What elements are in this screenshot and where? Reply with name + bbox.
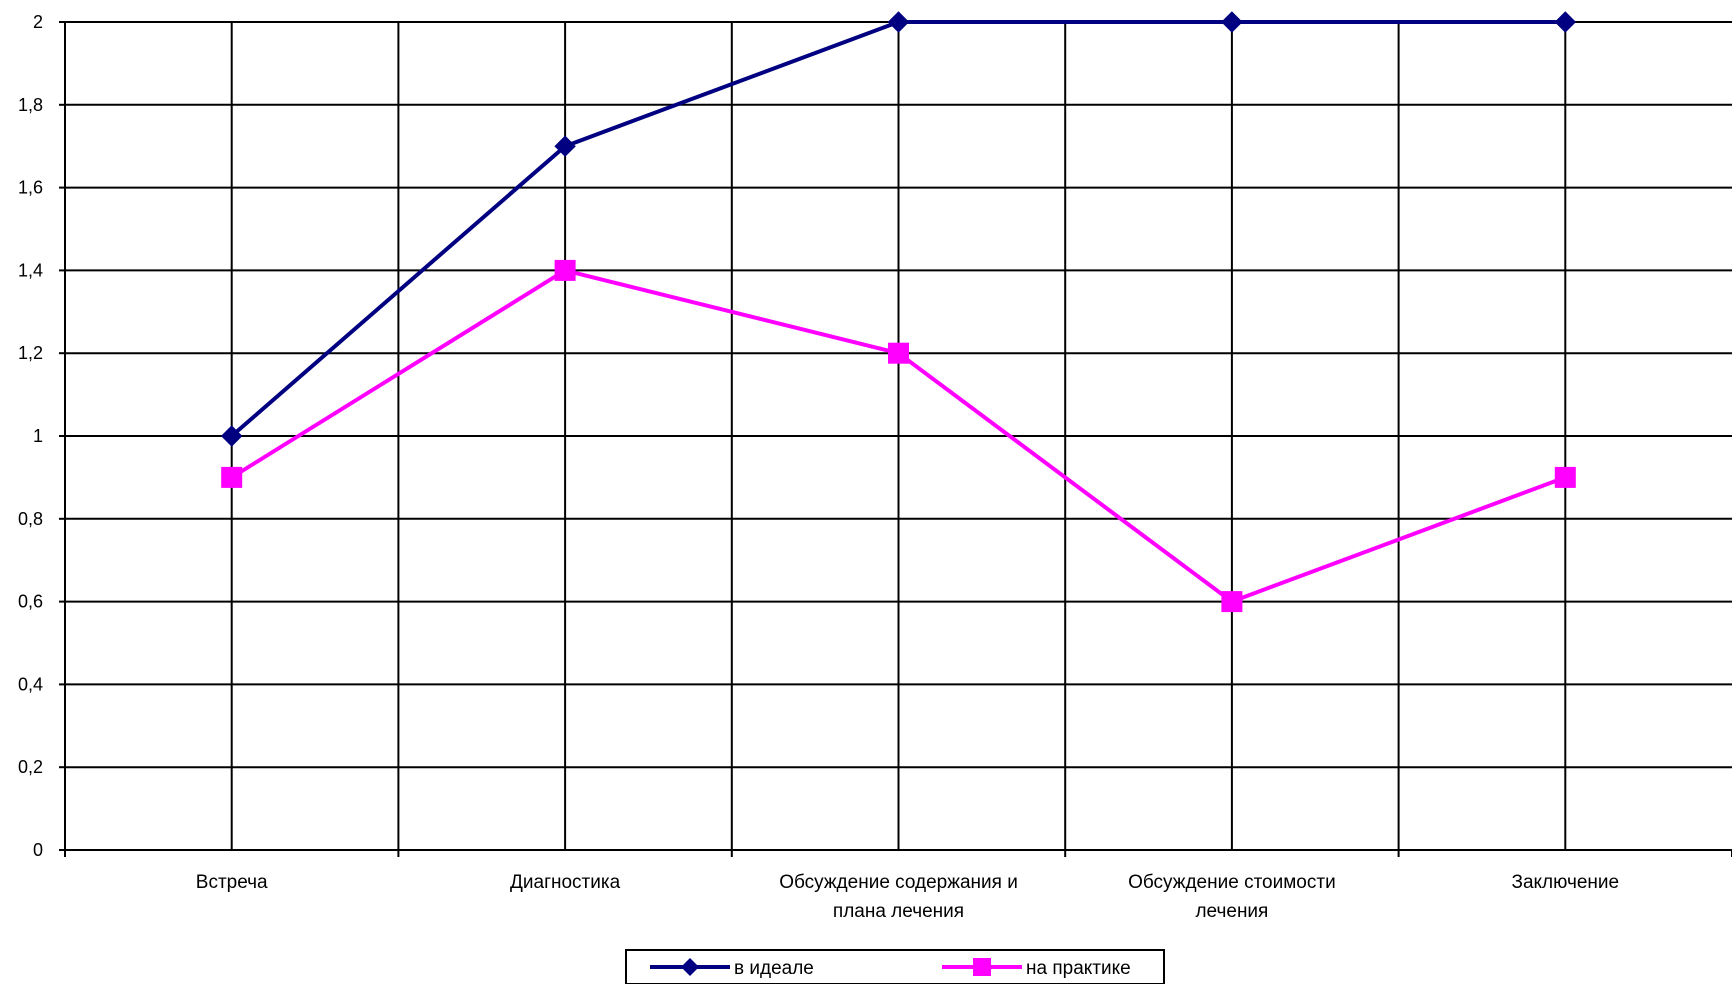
data-point-diamond [1554,11,1577,33]
data-point-diamond [1221,11,1243,33]
y-tick-label: 0,2 [18,757,43,777]
legend-marker-diamond [681,958,699,976]
x-tick-label: Заключение [1511,872,1619,893]
data-point-square [554,259,576,281]
axes: 0 0,2 0,4 0,6 0,8 1 1,2 1,4 1,6 1,8 2 Встреча Диагно… [18,12,1732,922]
legend: в идеале на практике [625,949,1165,985]
series-layer [220,11,1577,613]
y-tick-label: 0,6 [18,592,43,612]
legend-label-0: в идеале [734,958,814,979]
data-point-square [1221,591,1243,613]
y-tick-label: 1 [33,426,43,446]
y-tick-label: 2 [33,12,43,32]
y-tick-label: 1,4 [18,260,43,280]
data-point-diamond [554,135,576,157]
y-tick-label: 0 [33,840,43,860]
data-point-square [1554,466,1576,488]
y-tick-label: 0,8 [18,509,43,529]
y-tick-label: 1,2 [18,343,43,363]
data-point-diamond [887,11,910,33]
x-tick-label: Встреча [196,872,268,893]
x-tick-label: Обсуждение содержания и плана лечения [779,872,1018,922]
y-tick-label: 1,8 [18,95,43,115]
y-tick-label: 1,6 [18,178,43,198]
data-point-diamond [220,425,243,447]
x-tick-label: Диагностика [510,872,621,893]
grid [65,21,1732,850]
data-point-square [221,466,243,488]
y-tick-label: 0,4 [18,674,43,694]
data-point-square [888,342,909,364]
x-tick-label: Обсуждение стоимости лечения [1128,872,1336,922]
legend-label-1: на практике [1026,958,1131,979]
legend-marker-square [973,958,991,976]
